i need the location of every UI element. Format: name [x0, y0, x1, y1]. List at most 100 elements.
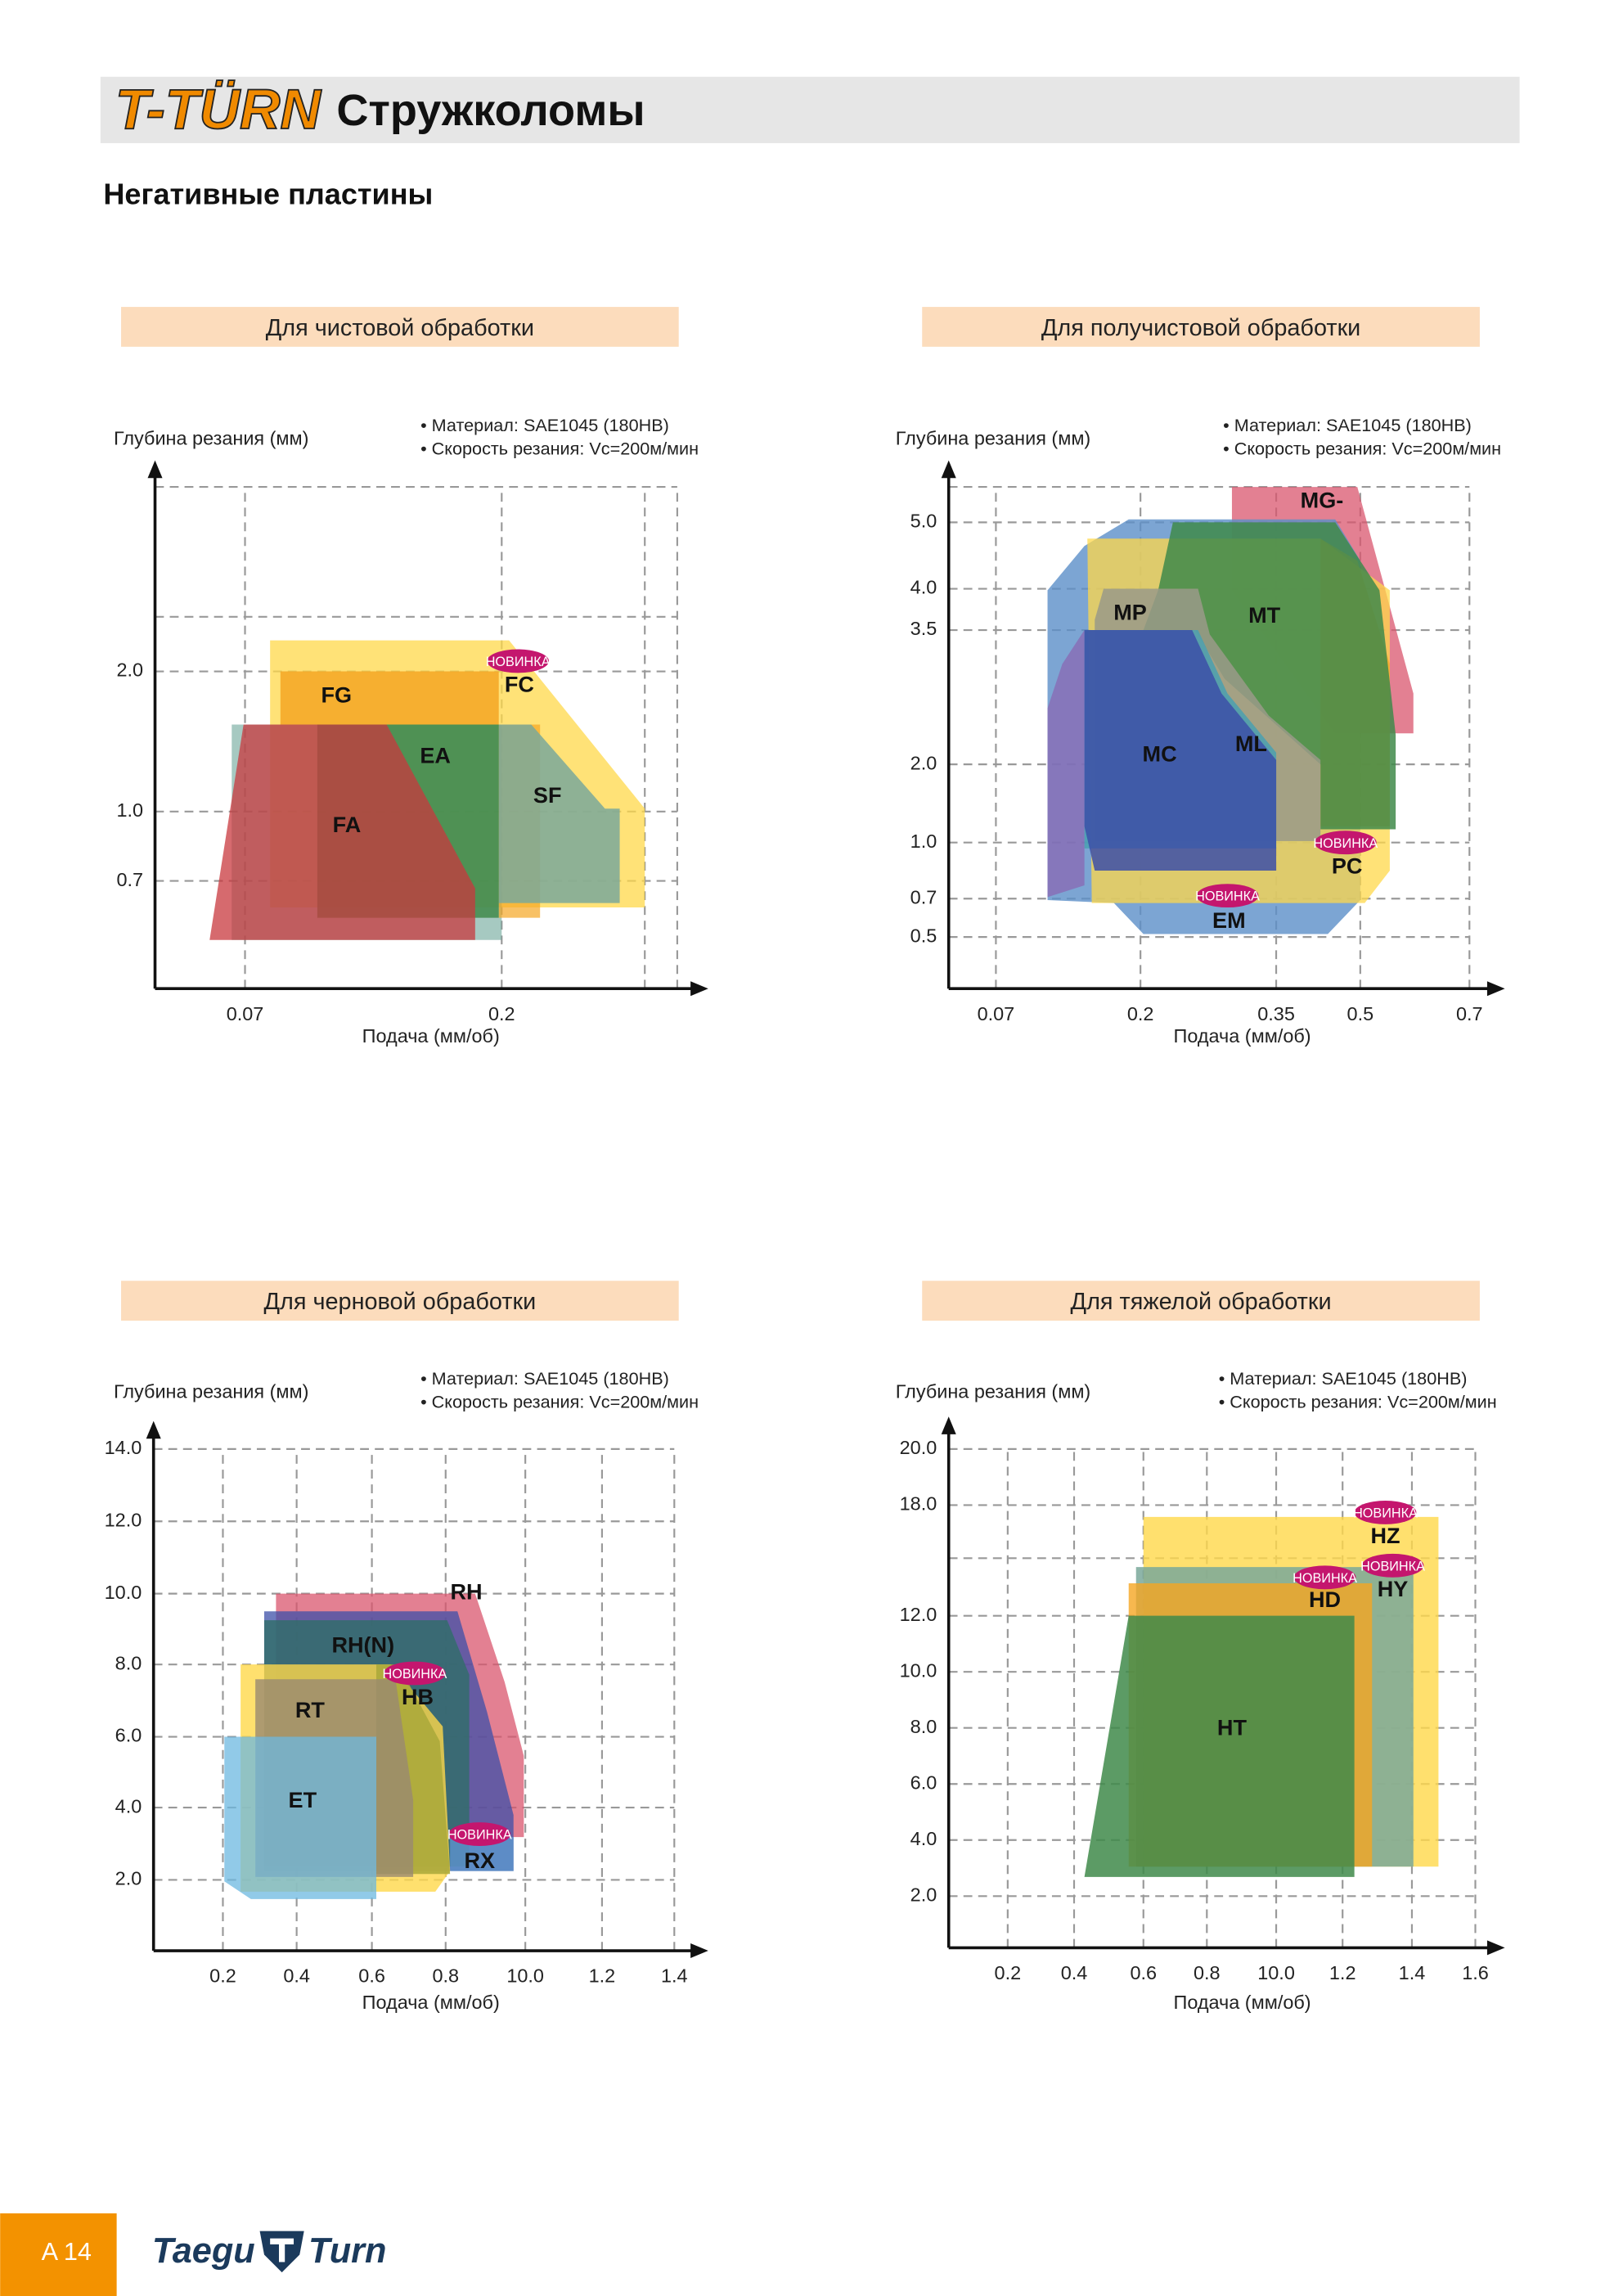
y-tick-label: 10.0 — [900, 1659, 937, 1681]
x-axis-label: Подача (мм/об) — [362, 1025, 500, 1047]
region-label: EM — [1212, 908, 1246, 933]
region-label: MC — [1143, 741, 1177, 766]
region-label: HB — [402, 1685, 434, 1709]
axis-arrow — [1486, 1940, 1505, 1956]
region-label: ML — [1235, 732, 1267, 756]
note: • Материал: SAE1045 (180HB) — [1223, 415, 1472, 435]
y-tick-label: 0.7 — [910, 886, 937, 907]
new-badge — [1354, 1500, 1417, 1524]
x-tick-label: 0.2 — [488, 1003, 515, 1024]
x-tick-label: 0.07 — [978, 1003, 1015, 1024]
y-axis-label: Глубина резания (мм) — [114, 428, 308, 449]
region-label: MG- — [1301, 488, 1344, 512]
region-label: ET — [289, 1788, 317, 1812]
header-title: Стружколомы — [336, 86, 645, 135]
region-label: HD — [1309, 1587, 1341, 1612]
brand-logo: T-TÜRN — [115, 78, 322, 141]
note: • Скорость резания: Vc=200м/мин — [420, 439, 699, 459]
new-badge — [1361, 1553, 1424, 1578]
region-shape — [498, 724, 620, 903]
x-tick-label: 1.4 — [1399, 1962, 1426, 1983]
new-badge-text: НОВИНКА — [447, 1828, 512, 1843]
y-tick-label: 2.0 — [910, 1884, 937, 1905]
y-tick-label: 8.0 — [910, 1716, 937, 1737]
region-label: HY — [1378, 1577, 1409, 1601]
y-tick-label: 2.0 — [910, 752, 937, 773]
y-tick-label: 4.0 — [115, 1795, 142, 1817]
new-badge — [448, 1822, 511, 1846]
region-label: RH(N) — [331, 1633, 394, 1658]
new-badge-text: НОВИНКА — [1360, 1559, 1425, 1573]
y-tick-label: 10.0 — [105, 1582, 142, 1603]
region-shape — [1143, 522, 1396, 830]
region-label: PC — [1332, 854, 1363, 879]
panel-title: Для чистовой обработки — [266, 315, 534, 341]
y-tick-label: 20.0 — [900, 1437, 937, 1458]
y-tick-label: 14.0 — [105, 1437, 142, 1458]
x-axis-label: Подача (мм/об) — [1174, 1025, 1311, 1047]
x-tick-label: 0.2 — [209, 1965, 236, 1987]
region-label: FA — [333, 813, 362, 837]
region-label: FG — [321, 682, 353, 707]
new-badge — [487, 649, 550, 673]
y-tick-label: 4.0 — [910, 577, 937, 598]
x-tick-label: 1.4 — [661, 1965, 688, 1987]
y-tick-label: 3.5 — [910, 618, 937, 639]
region-label: RH — [450, 1580, 482, 1605]
x-tick-label: 1.6 — [1462, 1962, 1489, 1983]
note: • Материал: SAE1045 (180HB) — [420, 1368, 669, 1389]
region-label: RX — [464, 1848, 495, 1873]
y-tick-label: 18.0 — [900, 1493, 937, 1515]
new-badge-text: НОВИНКА — [1195, 889, 1260, 904]
region-shape — [224, 1736, 377, 1899]
y-tick-label: 1.0 — [116, 799, 143, 821]
region-label: RT — [295, 1698, 326, 1722]
x-tick-label: 1.2 — [589, 1965, 616, 1987]
note: • Скорость резания: Vc=200м/мин — [1223, 439, 1501, 459]
x-axis-label: Подача (мм/об) — [362, 1992, 500, 2013]
new-badge — [384, 1661, 446, 1686]
x-tick-label: 1.2 — [1329, 1962, 1356, 1983]
y-tick-label: 2.0 — [116, 660, 143, 681]
page-tab — [0, 2213, 117, 2296]
panel-title-box — [922, 307, 1480, 347]
axis-arrow — [147, 460, 163, 479]
region-label: SF — [533, 783, 562, 808]
panel-title: Для тяжелой обработки — [1071, 1289, 1332, 1315]
y-tick-label: 12.0 — [900, 1604, 937, 1625]
y-tick-label: 8.0 — [115, 1652, 142, 1673]
x-tick-label: 0.35 — [1257, 1003, 1295, 1024]
y-tick-label: 5.0 — [910, 511, 937, 532]
axis-arrow — [941, 1416, 956, 1434]
x-tick-label: 0.07 — [227, 1003, 264, 1024]
note: • Скорость резания: Vc=200м/мин — [1219, 1392, 1497, 1412]
region-shape — [1047, 630, 1085, 898]
footer-brand: Turn — [308, 2231, 386, 2271]
new-badge — [1314, 831, 1377, 855]
region-shape — [1084, 1615, 1355, 1877]
x-axis-label: Подача (мм/об) — [1174, 1992, 1311, 2013]
x-tick-label: 0.4 — [1061, 1962, 1088, 1983]
y-axis-label: Глубина резания (мм) — [896, 1381, 1090, 1402]
panel-title: Для черновой обработки — [263, 1289, 536, 1315]
new-badge — [1196, 884, 1259, 908]
y-tick-label: 6.0 — [910, 1772, 937, 1793]
x-tick-label: 10.0 — [1257, 1962, 1295, 1983]
x-tick-label: 0.8 — [1194, 1962, 1221, 1983]
region-label: MT — [1248, 603, 1281, 628]
region-label: EA — [420, 743, 451, 768]
page-number: A 14 — [42, 2238, 92, 2266]
y-tick-label: 12.0 — [105, 1509, 142, 1530]
x-tick-label: 0.8 — [432, 1965, 459, 1987]
axis-arrow — [146, 1420, 161, 1439]
x-tick-label: 0.7 — [1456, 1003, 1483, 1024]
new-badge-text: НОВИНКА — [486, 655, 551, 669]
x-tick-label: 0.2 — [995, 1962, 1022, 1983]
region-label: HT — [1217, 1716, 1248, 1740]
y-axis-label: Глубина резания (мм) — [896, 428, 1090, 449]
x-tick-label: 0.4 — [283, 1965, 310, 1987]
note: • Материал: SAE1045 (180HB) — [1219, 1368, 1468, 1389]
region-label: FC — [505, 673, 534, 697]
axis-arrow — [690, 1943, 708, 1959]
